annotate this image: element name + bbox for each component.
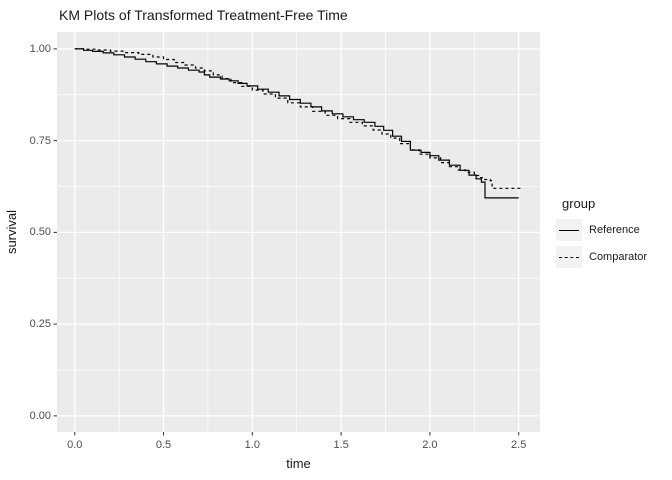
legend-item-reference: Reference	[556, 219, 647, 241]
x-tick-label: 0.0	[67, 439, 83, 451]
legend-label-comparator: Comparator	[589, 251, 648, 263]
y-tick-label: 0.50	[29, 226, 51, 239]
legend-key-dashed-line-icon	[556, 246, 582, 268]
legend-label-reference: Reference	[589, 224, 640, 236]
y-tick-label: 0.25	[29, 318, 51, 331]
x-tick-label: 1.5	[333, 439, 349, 451]
y-tick-label: 1.00	[29, 42, 51, 55]
legend-key-solid-line-icon	[556, 219, 582, 241]
y-axis-title: survival	[4, 209, 19, 255]
legend: group Reference Comparator	[556, 196, 647, 273]
y-tick-label: 0.00	[29, 409, 51, 422]
km-plot-canvas	[53, 32, 540, 436]
x-tick-label: 1.0	[244, 439, 260, 451]
legend-title: group	[562, 196, 596, 211]
km-curve-comparator	[74, 48, 521, 189]
plot-panel	[53, 32, 540, 436]
plot-title: KM Plots of Transformed Treatment-Free T…	[59, 7, 348, 23]
km-curve-reference	[74, 48, 519, 199]
y-tick-label: 0.75	[29, 134, 51, 147]
x-tick-label: 2.5	[511, 439, 527, 451]
legend-item-comparator: Comparator	[556, 246, 647, 268]
x-tick-label: 2.0	[422, 439, 438, 451]
x-tick-label: 0.5	[155, 439, 172, 451]
x-axis-title: time	[286, 456, 311, 471]
